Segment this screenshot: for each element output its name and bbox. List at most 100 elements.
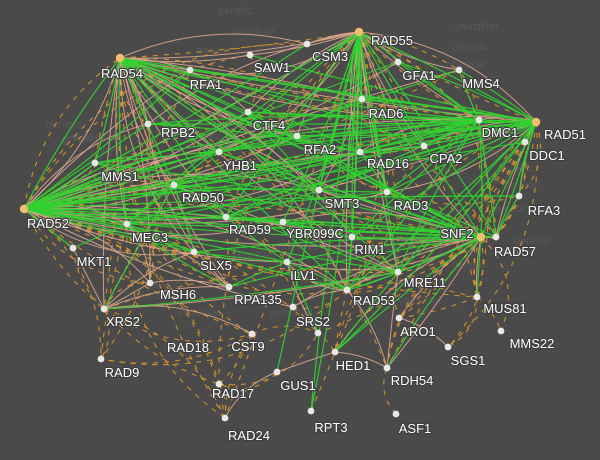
graph-node-rad24[interactable] [221, 414, 229, 422]
graph-node-rad3[interactable] [383, 188, 391, 196]
edge-yeastnet [173, 184, 227, 218]
edge-genetic [23, 57, 121, 210]
graph-node-rad53[interactable] [343, 286, 351, 294]
watermark-label: genetic [196, 45, 232, 57]
edge-yeastnet [351, 119, 480, 238]
edge-yeastnet [386, 119, 480, 193]
edge-yeastnet [119, 57, 320, 191]
edge-physical [247, 31, 360, 113]
graph-node-mms1[interactable] [91, 159, 99, 167]
node-layer[interactable] [19, 27, 541, 422]
graph-node-cpa2[interactable] [420, 142, 428, 150]
edge-yeastnet [23, 43, 308, 210]
graph-node-srs2[interactable] [289, 303, 297, 311]
edge-yeastnet [276, 31, 360, 373]
graph-node-ddc1[interactable] [521, 138, 529, 146]
edge-genetic [247, 111, 298, 137]
edge-genetic [23, 208, 478, 298]
graph-node-msh6[interactable] [146, 279, 154, 287]
graph-node-rfa3[interactable] [515, 192, 523, 200]
edge-physical [345, 31, 360, 291]
graph-node-rad55[interactable] [354, 27, 364, 37]
edge-yeastnet [94, 57, 121, 164]
graph-node-rad59[interactable] [222, 213, 230, 221]
edge-yeastnet [386, 121, 537, 193]
graph-node-dmc1[interactable] [475, 116, 483, 124]
graph-node-rdh54[interactable] [383, 364, 391, 372]
graph-node-rad17[interactable] [215, 380, 223, 388]
edge-physical [119, 33, 308, 59]
edge-yeastnet [358, 31, 537, 123]
graph-node-mre11[interactable] [394, 268, 402, 276]
graph-node-rad6[interactable] [358, 95, 366, 103]
graph-node-mus81[interactable] [473, 293, 481, 301]
graph-node-cst9[interactable] [314, 329, 322, 337]
edge-yeastnet [23, 111, 249, 210]
graph-node-asf1[interactable] [392, 410, 400, 418]
graph-node-ilv1[interactable] [283, 258, 291, 266]
edge-physical [147, 31, 360, 125]
edge-physical [119, 57, 348, 291]
edge-physical [23, 208, 288, 263]
graph-node-sgs1[interactable] [444, 343, 452, 351]
graph-node-ybr099c[interactable] [279, 218, 287, 226]
node-label-rdh54: RDH54 [391, 373, 434, 388]
edge-yeastnet [193, 236, 482, 253]
edge-genetic [292, 306, 336, 353]
graph-node-rad16[interactable] [356, 148, 364, 156]
graph-node-smt3[interactable] [315, 186, 323, 194]
edge-genetic [103, 308, 220, 385]
graph-node-rad9[interactable] [97, 355, 105, 363]
edge-yeastnet [346, 119, 480, 291]
edge-genetic [119, 57, 226, 419]
graph-node-mec3[interactable] [123, 220, 131, 228]
graph-node-gfa1[interactable] [394, 58, 402, 66]
graph-node-rad51[interactable] [531, 117, 541, 127]
graph-node-csm3[interactable] [303, 40, 311, 48]
watermark-label: genetic [514, 235, 550, 247]
edge-physical [103, 305, 253, 335]
graph-node-rpt3[interactable] [307, 407, 315, 415]
graph-node-rad50[interactable] [170, 181, 178, 189]
graph-node-aro1[interactable] [395, 314, 403, 322]
graph-node-ctf4[interactable] [244, 108, 252, 116]
graph-node-rim1[interactable] [348, 233, 356, 241]
node-label-rfa1: RFA1 [190, 77, 223, 92]
graph-node-rad18[interactable] [248, 330, 256, 338]
graph-node-rfa1[interactable] [186, 66, 194, 74]
edge-yeastnet [126, 223, 230, 288]
edge-yeastnet [361, 98, 480, 121]
edge-yeastnet [334, 121, 537, 353]
edge-physical [119, 57, 230, 288]
graph-node-rpb2[interactable] [144, 120, 152, 128]
edge-yeastnet [225, 119, 480, 218]
graph-node-mkt1[interactable] [69, 244, 77, 252]
graph-node-gus1[interactable] [273, 368, 281, 376]
graph-node-rpa135[interactable] [225, 283, 233, 291]
graph-node-saw1[interactable] [246, 51, 254, 59]
graph-node-rad52[interactable] [19, 204, 29, 214]
watermark-label: genetic [504, 179, 540, 191]
edge-yeastnet [286, 261, 319, 334]
graph-node-slx5[interactable] [190, 248, 198, 256]
graph-node-rad54[interactable] [115, 53, 125, 63]
edge-yeastnet [480, 121, 537, 238]
edge-yeastnet [94, 162, 482, 238]
edge-genetic [251, 325, 319, 335]
graph-node-snf2[interactable] [476, 232, 486, 242]
graph-node-yhb1[interactable] [215, 148, 223, 156]
edge-genetic [310, 351, 336, 412]
edge-yeastnet [518, 121, 537, 197]
edge-genetic [103, 57, 121, 310]
graph-node-rfa2[interactable] [293, 132, 301, 140]
graph-node-mms22[interactable] [497, 327, 505, 335]
graph-node-xrs2[interactable] [100, 305, 108, 313]
graph-node-mms4[interactable] [455, 66, 463, 74]
graph-node-hed1[interactable] [331, 348, 339, 356]
edge-genetic [23, 208, 253, 335]
edge-genetic [476, 296, 502, 332]
edge-yeastnet [334, 236, 482, 353]
graph-node-rad57[interactable] [492, 233, 500, 241]
